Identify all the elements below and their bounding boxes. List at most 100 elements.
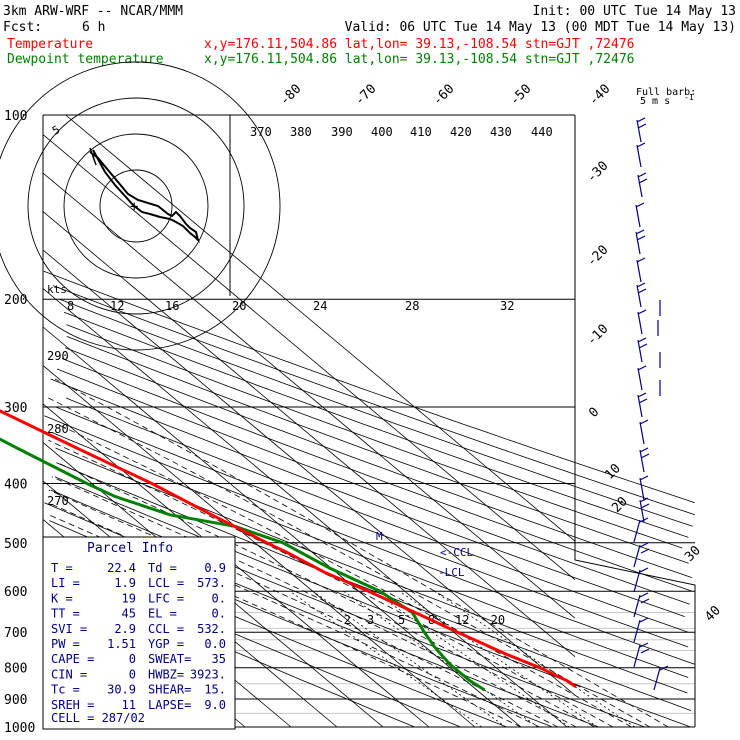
wind-barb: [636, 282, 646, 288]
kts-label: kts: [47, 283, 67, 296]
wind-barb: [639, 617, 649, 623]
parcel-row-label: Td =: [148, 561, 177, 575]
wind-barb: [635, 229, 645, 235]
wind-barb: [636, 142, 646, 148]
mixing-ratio-label: 20: [491, 613, 505, 627]
wind-barb: [638, 178, 648, 184]
dry-adiabat: [56, 368, 690, 605]
wind-barb: [637, 309, 647, 315]
parcel-row-value: 573.: [197, 576, 226, 590]
mixing-ratio-line: [372, 590, 570, 728]
dry-adiabat: [61, 358, 693, 592]
moist-adiabat: [47, 502, 540, 728]
parcel-row-label: PW =: [51, 637, 80, 651]
parcel-row-value: 0.9: [204, 561, 226, 575]
parcel-row-value: 3923.: [190, 667, 226, 681]
isotherm: [42, 326, 522, 728]
wind-barb: [636, 119, 642, 143]
parcel-row-value: 1.51: [107, 637, 136, 651]
wind-barb: [633, 619, 641, 643]
wind-barb: [637, 337, 647, 343]
parcel-row-value: 532.: [197, 622, 226, 636]
fcst-value: 6 h: [82, 20, 105, 35]
wind-barb: [639, 477, 645, 501]
dry-adiabat: [50, 378, 685, 617]
wind-barb: [637, 172, 647, 178]
wind-barb: [637, 288, 647, 294]
hodograph-ring-label: 8: [67, 299, 74, 313]
parcel-row-label: SREH =: [51, 698, 94, 712]
parcel-row-value: 45: [122, 607, 136, 621]
level-markers: <-CCL -LCL M: [376, 530, 473, 579]
wind-barb: [635, 204, 641, 228]
dewpoint-profile: [0, 437, 486, 692]
isotherm-label: -10: [584, 322, 611, 349]
theta-label: 380: [290, 125, 312, 139]
isotherm: [42, 403, 430, 728]
hodograph-ring-label: 16: [165, 299, 179, 313]
pressure-label: 600: [4, 585, 27, 600]
wind-barb: [659, 665, 669, 671]
wind-barb: [639, 497, 649, 503]
barb-key-label: Full barb:: [636, 87, 696, 98]
parcel-row-label: EL =: [148, 607, 177, 621]
parcel-row-value: 0.: [212, 591, 226, 605]
parcel-row-label: LI =: [51, 576, 80, 590]
wind-barb: [633, 594, 641, 618]
isotherm: [42, 288, 568, 728]
lower-right-border: [574, 537, 696, 727]
theta-label: 410: [410, 125, 432, 139]
mixing-ratio-label: 12: [455, 613, 469, 627]
pressure-label: 1000: [4, 721, 35, 736]
wind-barb: [639, 517, 649, 523]
pressure-label: 300: [4, 401, 27, 416]
hodograph-ring-label: 20: [232, 299, 246, 313]
mixing-ratio-line: [399, 590, 598, 728]
isotherm-label: -40: [586, 82, 613, 109]
parcel-row-value: 2.9: [114, 622, 136, 636]
valid-time: Valid: 06 UTC Tue 14 May 13 (00 MDT Tue …: [345, 20, 736, 35]
isotherm-label: 30: [682, 543, 704, 565]
isotherm-label: -60: [430, 82, 457, 109]
theta-label: 370: [250, 125, 272, 139]
parcel-row-value: 0: [129, 652, 136, 666]
dry-adiabat: [52, 285, 696, 516]
parcel-row-label: LFC =: [148, 591, 184, 605]
parcel-info-panel: Parcel Info T = 22.4 Td = 0.9 LI = 1.9 LCL = 57…: [42, 536, 236, 730]
lcl-marker: -LCL: [438, 566, 465, 579]
isotherm-label: -70: [352, 82, 379, 109]
wind-barb: [638, 343, 648, 349]
wind-barb: [636, 117, 646, 123]
wind-barb: [637, 367, 643, 391]
hodograph-ring: [0, 61, 281, 351]
isotherm: [42, 134, 576, 581]
dewpoint-legend: Dewpoint temperature: [7, 52, 164, 67]
barb-key-exponent: -1: [684, 93, 694, 102]
isotherm-label: 10: [602, 461, 624, 483]
wind-barb: [637, 311, 643, 335]
wind-barb: [639, 499, 645, 523]
wind-barb: [636, 259, 642, 283]
mixing-ratio-label: 5: [398, 613, 405, 627]
parcel-row-label: HWBZ=: [148, 667, 184, 681]
wind-barb: [640, 598, 650, 604]
isotherm-label: 0: [586, 405, 602, 421]
parcel-row-value: 22.4: [107, 561, 136, 575]
wind-barb: [633, 644, 641, 668]
parcel-info-box: [42, 536, 236, 730]
isotherm-labels: -80 -70 -60 -50 -40 -30 -20 -10 0 10 20 30 40: [277, 82, 724, 625]
parcel-row-value: 35: [212, 652, 226, 666]
hodograph-ring-label: 32: [500, 299, 514, 313]
isotherm: [42, 172, 576, 619]
moist-adiabat: [57, 462, 595, 728]
parcel-row-value: 19: [122, 591, 136, 605]
parcel-row-label: SHEAR=: [148, 683, 191, 697]
ccl-marker: <-CCL: [440, 546, 473, 559]
dry-adiabat: [56, 462, 692, 711]
barb-key-value: 5 m s: [640, 96, 670, 107]
parcel-row-value: 0: [129, 667, 136, 681]
dry-adiabat: [44, 415, 695, 665]
parcel-row-label: LCL =: [148, 576, 184, 590]
hodograph-ring-label: 28: [405, 299, 419, 313]
parcel-row-value: 0.: [212, 607, 226, 621]
